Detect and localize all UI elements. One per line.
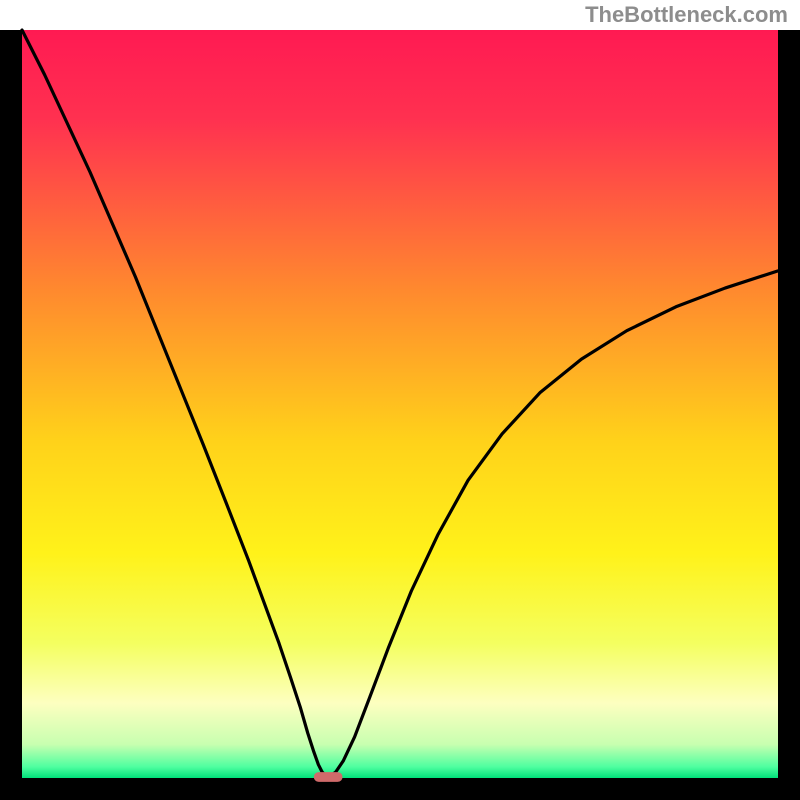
bottleneck-chart <box>0 0 800 800</box>
gradient-background <box>22 30 778 778</box>
chart-stage: TheBottleneck.com <box>0 0 800 800</box>
watermark-text: TheBottleneck.com <box>585 2 788 28</box>
optimum-marker <box>314 772 343 782</box>
